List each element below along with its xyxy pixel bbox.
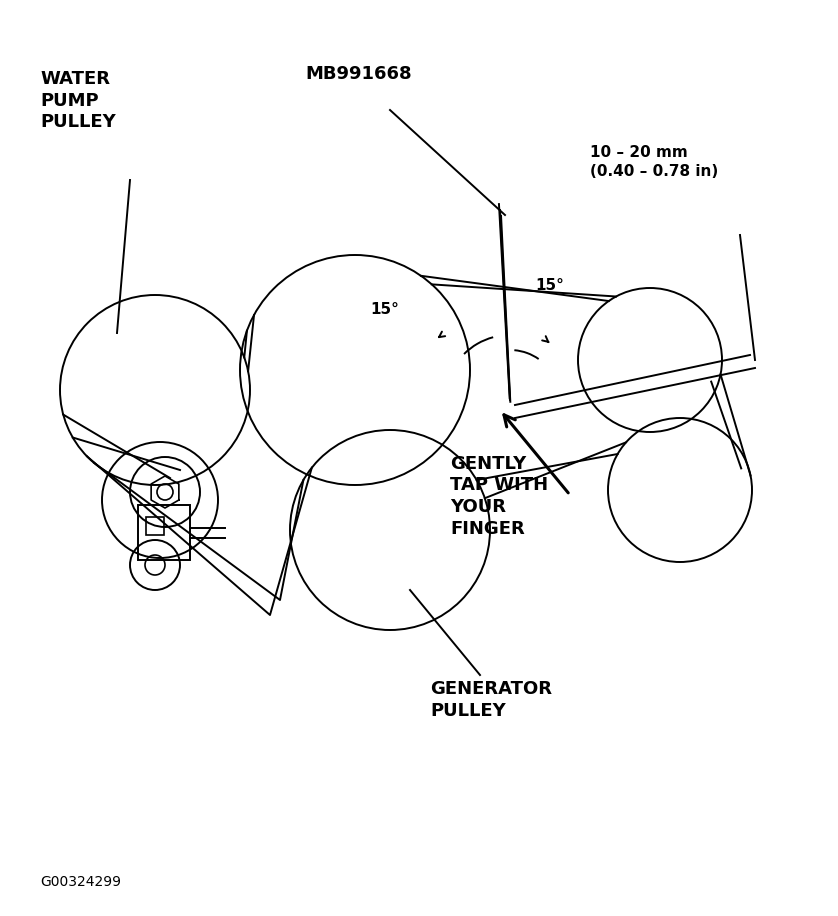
Text: WATER
PUMP
PULLEY: WATER PUMP PULLEY bbox=[40, 70, 116, 131]
Text: G00324299: G00324299 bbox=[40, 875, 121, 889]
Text: 15°: 15° bbox=[535, 278, 564, 292]
Bar bbox=[138, 505, 190, 560]
Text: 15°: 15° bbox=[370, 302, 399, 318]
Text: GENTLY
TAP WITH
YOUR
FINGER: GENTLY TAP WITH YOUR FINGER bbox=[450, 455, 548, 538]
Bar bbox=[146, 517, 164, 535]
Text: 10 – 20 mm
(0.40 – 0.78 in): 10 – 20 mm (0.40 – 0.78 in) bbox=[590, 145, 718, 179]
Text: GENERATOR
PULLEY: GENERATOR PULLEY bbox=[430, 680, 552, 719]
Text: MB991668: MB991668 bbox=[305, 65, 411, 83]
